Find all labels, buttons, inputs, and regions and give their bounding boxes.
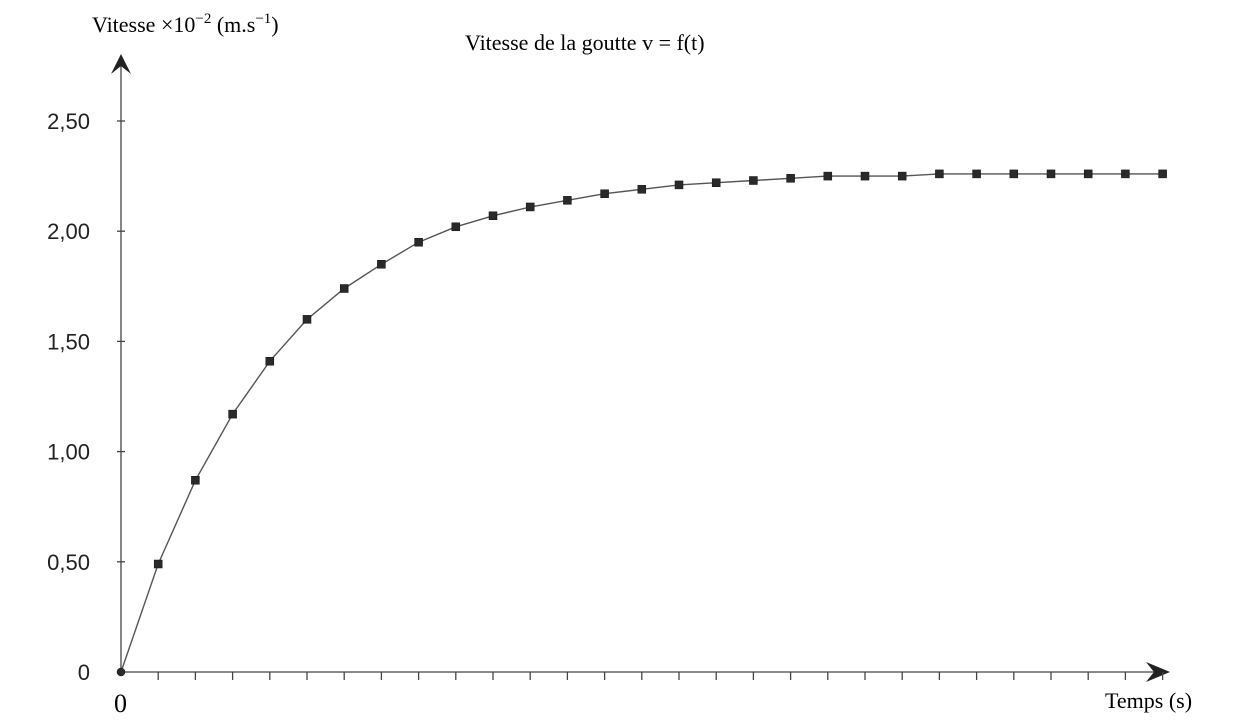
data-point (339, 284, 349, 293)
x-axis-arrow-icon (1146, 662, 1170, 682)
data-point (897, 171, 907, 181)
y-tick-label: 1,50 (47, 329, 90, 354)
data-point (451, 222, 461, 232)
data-point (600, 189, 609, 198)
data-point (563, 196, 572, 205)
data-point (414, 237, 423, 247)
y-ticks: 0 0,50 1,00 1,50 2,00 2,50 (47, 109, 125, 685)
data-point (1083, 169, 1093, 179)
data-point (935, 169, 944, 179)
y-tick-label: 0 (78, 660, 90, 685)
data-point (302, 315, 312, 324)
x-axis-label: Temps (s) (1105, 688, 1192, 713)
data-point (488, 211, 498, 221)
data-point (823, 171, 833, 181)
data-point (525, 202, 535, 212)
data-point (637, 185, 647, 194)
data-point (1009, 169, 1019, 179)
data-point (191, 476, 200, 485)
y-axis-arrow-icon (111, 54, 131, 74)
x-ticks (157, 672, 1164, 680)
y-tick-label: 2,50 (47, 109, 90, 134)
data-point (1158, 169, 1167, 179)
data-point (674, 180, 684, 190)
x-origin-label: 0 (114, 689, 127, 718)
data-point (377, 260, 386, 269)
data-points (116, 169, 1167, 677)
y-tick-label: 1,00 (47, 440, 90, 465)
data-point (860, 171, 870, 181)
chart-title: Vitesse de la goutte v = f(t) (465, 30, 705, 55)
data-point (265, 356, 275, 366)
data-point (1121, 169, 1130, 179)
data-point (1046, 169, 1056, 179)
data-point (972, 169, 981, 179)
data-point (153, 559, 163, 569)
data-point (116, 667, 126, 677)
y-tick-label: 2,00 (47, 219, 90, 244)
data-point (786, 174, 795, 183)
data-point (711, 178, 721, 187)
y-tick-label: 0,50 (47, 550, 90, 575)
data-point (749, 176, 758, 185)
y-axis-label: Vitesse ×10−2 (m.s−1) (92, 11, 279, 37)
velocity-curve (120, 173, 1163, 673)
data-point (228, 409, 237, 419)
